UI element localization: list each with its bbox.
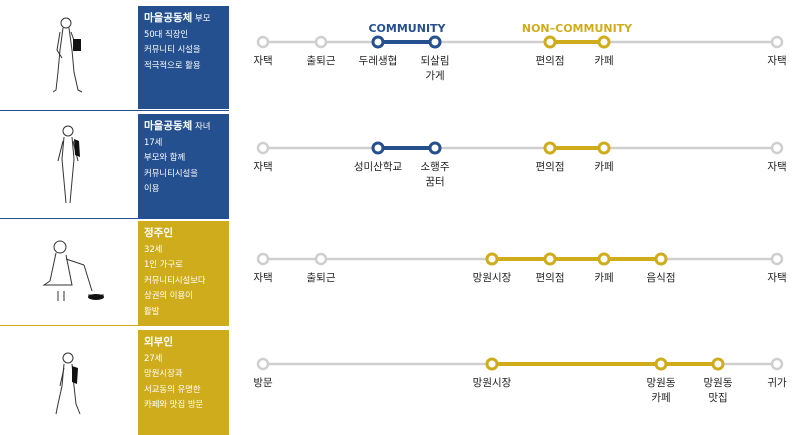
persona-figure-4 (0, 326, 137, 435)
persona-figure-2 (0, 111, 137, 218)
walking-woman-with-bag-icon (52, 17, 83, 93)
stop-node (485, 252, 499, 266)
stop-node (256, 35, 270, 49)
persona-desc-line: 커뮤니티시설을 (144, 167, 198, 178)
stop-label: 출퇴근 (307, 55, 336, 67)
persona-desc-line: 망원시장과 (144, 368, 183, 378)
stop-label: 편의점 (536, 271, 565, 284)
stop-label: 자택 (767, 55, 786, 67)
stop-node (314, 252, 328, 266)
persona-card-4: 외부인 27세 망원시장과 서교동의 유명한 카페와 맛집 방문 (138, 330, 229, 435)
persona-desc-line: 이용 (144, 183, 160, 193)
persona-desc-line: 1인 가구로 (144, 259, 183, 269)
persona-desc-line: 17세 (144, 136, 163, 147)
stop-label: 편의점 (536, 54, 565, 67)
persona-name: 외부인 (144, 336, 173, 348)
persona-figure-3 (0, 219, 137, 325)
persona-desc-line: 상권의 이용이 (144, 290, 193, 300)
persona-row-3: 정주인 32세 1인 가구로 커뮤니티시설보다 상권의 이용이 활발 (0, 219, 800, 325)
stop-label: 망원시장 (473, 377, 512, 389)
stop-node (371, 35, 385, 49)
persona-row-2: 마을공동체 자녀 17세 부모와 함께 커뮤니티시설을 이용 (0, 111, 800, 218)
persona-card-3: 정주인 32세 1인 가구로 커뮤니티시설보다 상권의 이용이 활발 (138, 221, 229, 325)
stop-node (654, 252, 668, 266)
row-divider (0, 218, 229, 219)
community-header: COMMUNITY (368, 22, 446, 35)
stop-label: 편의점 (536, 160, 565, 173)
stop-label: 두레생협 (359, 54, 398, 67)
persona-row-1: 마을공동체 부모 50대 직장인 커뮤니티 시설을 적극적으로 활용 (0, 0, 800, 110)
persona-desc-line: 32세 (144, 243, 163, 254)
persona-name: 마을공동체 (144, 12, 193, 24)
stop-label: 귀가 (767, 377, 787, 389)
stop-node (770, 35, 784, 49)
stop-node (597, 35, 611, 49)
stop-node (256, 141, 270, 155)
row-divider (0, 325, 229, 326)
persona-desc-line: 적극적으로 활용 (144, 59, 201, 70)
stop-node (597, 141, 611, 155)
stop-label: 망원동 (647, 377, 676, 389)
persona-desc-line: 서교동의 유명한 (144, 383, 201, 394)
stop-label: 방문 (253, 377, 273, 389)
persona-name: 정주인 (144, 227, 173, 239)
walking-visitor-icon (55, 352, 81, 415)
stop-node (428, 35, 442, 49)
stop-node (654, 357, 668, 371)
stop-node (597, 252, 611, 266)
stop-label: 성미산학교 (354, 161, 403, 173)
stop-node (543, 141, 557, 155)
persona-role: 자녀 (194, 121, 211, 131)
stop-label: 자택 (253, 161, 272, 173)
stop-label-line2: 꿈터 (425, 176, 444, 188)
stop-label: 자택 (253, 55, 272, 67)
stop-node (314, 35, 328, 49)
noncommunity-header: NON–COMMUNITY (522, 22, 633, 35)
persona-role: 부모 (194, 13, 211, 23)
stop-label: 음식점 (647, 272, 676, 284)
stop-node (770, 252, 784, 266)
stop-label: 망원시장 (473, 272, 512, 284)
stop-label: 자택 (253, 272, 272, 284)
stop-node (543, 35, 557, 49)
persona-row-4: 외부인 27세 망원시장과 서교동의 유명한 카페와 맛집 방문 (0, 326, 800, 435)
persona-desc-line: 카페와 맛집 방문 (144, 399, 204, 409)
persona-card-1: 마을공동체 부모 50대 직장인 커뮤니티 시설을 적극적으로 활용 (138, 6, 229, 109)
stop-node (256, 357, 270, 371)
persona-figure-1 (0, 0, 137, 110)
stop-label-line2: 맛집 (708, 392, 727, 404)
stop-node (428, 141, 442, 155)
stop-node (256, 252, 270, 266)
persona-desc-line: 50대 직장인 (144, 28, 189, 39)
row-divider (0, 110, 229, 111)
stop-node (770, 141, 784, 155)
persona-desc-line: 부모와 함께 (144, 152, 186, 162)
stop-label: 망원동 (704, 377, 733, 389)
stop-label: 카페 (594, 55, 613, 67)
person-walking-dog-icon (42, 240, 104, 301)
stop-node (711, 357, 725, 371)
stop-label: 자택 (767, 161, 786, 173)
stop-node (543, 252, 557, 266)
stop-label: 자택 (767, 272, 786, 284)
stop-label: 카페 (594, 272, 613, 284)
stop-label: 소행주 (421, 161, 450, 173)
stop-node (770, 357, 784, 371)
stop-node (485, 357, 499, 371)
stop-node (371, 141, 385, 155)
journey-tracks: COMMUNITY NON–COMMUNITY 자택 출퇴근 두레생협 되살림가게편의… (253, 22, 787, 404)
stop-label: 출퇴근 (307, 272, 336, 284)
persona-desc-line: 커뮤니티 시설을 (144, 44, 201, 54)
persona-card-2: 마을공동체 자녀 17세 부모와 함께 커뮤니티시설을 이용 (138, 114, 229, 218)
persona-name: 마을공동체 (144, 120, 193, 132)
persona-desc-line: 27세 (144, 352, 163, 363)
stop-label: 되살림 (421, 55, 450, 67)
stop-label-line2: 가게 (425, 70, 444, 82)
persona-desc-line: 활발 (144, 305, 160, 316)
standing-student-icon (57, 125, 80, 204)
persona-desc-line: 커뮤니티시설보다 (144, 274, 206, 285)
stop-label-line2: 카페 (651, 392, 670, 404)
stop-label: 카페 (594, 161, 613, 173)
